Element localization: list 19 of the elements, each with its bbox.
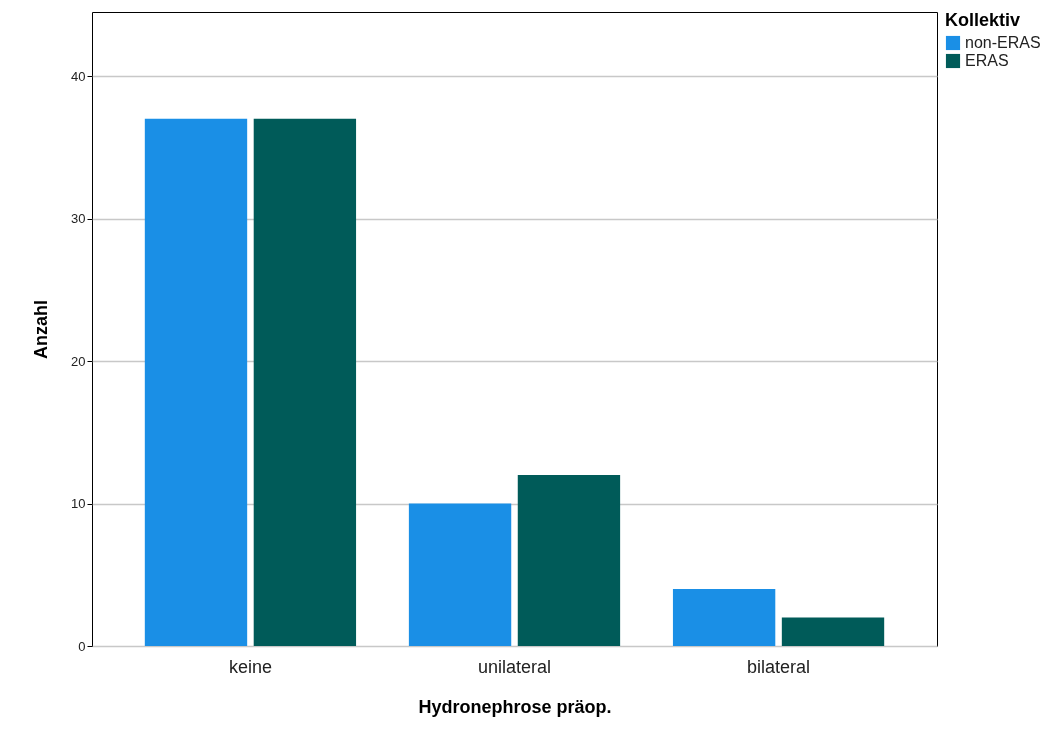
legend-label: ERAS	[965, 52, 1009, 69]
bar	[781, 617, 885, 646]
bar	[253, 118, 357, 646]
bar	[672, 589, 776, 646]
y-tick-label: 20	[71, 353, 86, 369]
bar	[517, 475, 621, 646]
x-tick-label: unilateral	[477, 656, 552, 677]
y-tick-label: 40	[71, 68, 86, 84]
x-tick-label: bilateral	[747, 656, 811, 677]
y-axis-title: Anzahl	[31, 299, 52, 360]
x-tick-label: keine	[228, 656, 272, 677]
bar	[144, 118, 248, 646]
x-axis-title: Hydronephrose präop.	[418, 696, 612, 717]
legend-title: Kollektiv	[945, 10, 1021, 30]
y-tick-label: 30	[71, 211, 86, 227]
y-tick-label: 0	[78, 638, 86, 654]
y-tick-label: 10	[71, 496, 86, 512]
bar	[408, 503, 512, 646]
legend-label: non-ERAS	[965, 34, 1041, 51]
